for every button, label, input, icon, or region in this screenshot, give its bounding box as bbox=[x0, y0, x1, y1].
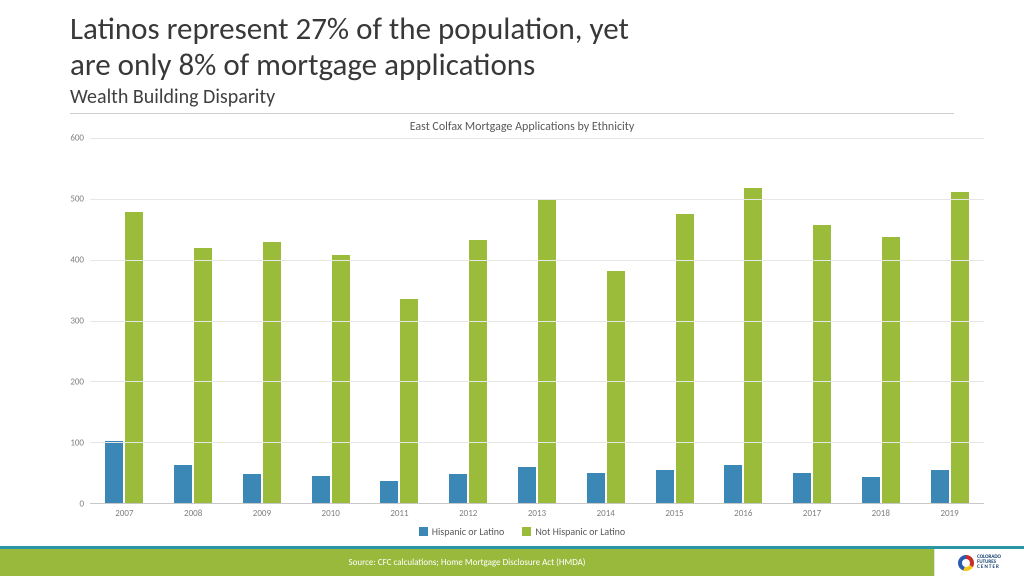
x-tick-label: 2016 bbox=[709, 504, 778, 519]
gridline bbox=[90, 138, 984, 139]
bar bbox=[793, 473, 811, 503]
gridline bbox=[90, 442, 984, 443]
footer-logo: COLORADO FUTURES C E N T E R bbox=[934, 549, 1024, 576]
bar bbox=[469, 240, 487, 503]
logo-icon bbox=[958, 555, 974, 571]
bar bbox=[744, 188, 762, 503]
x-tick-label: 2008 bbox=[159, 504, 228, 519]
bar bbox=[951, 192, 969, 503]
bar bbox=[174, 465, 192, 503]
gridline bbox=[90, 260, 984, 261]
logo-text: COLORADO FUTURES C E N T E R bbox=[977, 555, 1001, 570]
logo: COLORADO FUTURES C E N T E R bbox=[958, 555, 1001, 571]
bar bbox=[862, 477, 880, 503]
bar bbox=[380, 481, 398, 503]
bar bbox=[243, 474, 261, 503]
bar bbox=[518, 467, 536, 503]
footer-source: Source: CFC calculations; Home Mortgage … bbox=[0, 549, 934, 576]
x-tick-label: 2018 bbox=[846, 504, 915, 519]
bar bbox=[400, 299, 418, 503]
bar bbox=[882, 237, 900, 503]
gridline bbox=[90, 199, 984, 200]
x-tick-label: 2012 bbox=[434, 504, 503, 519]
title-line-2: are only 8% of mortgage applications bbox=[70, 46, 535, 84]
y-tick-label: 200 bbox=[70, 377, 84, 388]
legend-swatch bbox=[522, 527, 531, 536]
bar bbox=[538, 199, 556, 503]
x-tick-label: 2019 bbox=[915, 504, 984, 519]
slide-header: Latinos represent 27% of the population,… bbox=[0, 0, 1024, 114]
gridline bbox=[90, 321, 984, 322]
plot-region bbox=[90, 138, 984, 504]
slide-footer: Source: CFC calculations; Home Mortgage … bbox=[0, 546, 1024, 576]
bar bbox=[724, 465, 742, 503]
x-tick-label: 2014 bbox=[571, 504, 640, 519]
bar bbox=[656, 470, 674, 503]
x-tick-label: 2013 bbox=[503, 504, 572, 519]
legend-item: Hispanic or Latino bbox=[419, 525, 505, 538]
bar bbox=[676, 214, 694, 503]
x-tick-label: 2010 bbox=[296, 504, 365, 519]
y-tick-label: 300 bbox=[70, 316, 84, 327]
bar bbox=[587, 473, 605, 503]
legend-item: Not Hispanic or Latino bbox=[522, 525, 625, 538]
bar bbox=[194, 248, 212, 503]
bar bbox=[931, 470, 949, 503]
x-tick-label: 2007 bbox=[90, 504, 159, 519]
bar bbox=[607, 271, 625, 503]
slide-title: Latinos represent 27% of the population,… bbox=[70, 12, 954, 83]
y-tick-label: 600 bbox=[70, 133, 84, 144]
y-tick-label: 500 bbox=[70, 194, 84, 205]
legend-label: Hispanic or Latino bbox=[432, 525, 505, 538]
x-axis-labels: 2007200820092010201120122013201420152016… bbox=[90, 504, 984, 519]
chart-legend: Hispanic or Latino Not Hispanic or Latino bbox=[60, 519, 984, 546]
slide: Latinos represent 27% of the population,… bbox=[0, 0, 1024, 576]
y-tick-label: 100 bbox=[70, 438, 84, 449]
title-line-1: Latinos represent 27% of the population,… bbox=[70, 10, 629, 48]
gridline bbox=[90, 381, 984, 382]
bar bbox=[332, 255, 350, 503]
chart-title: East Colfax Mortgage Applications by Eth… bbox=[60, 120, 984, 134]
x-tick-label: 2011 bbox=[365, 504, 434, 519]
x-tick-label: 2015 bbox=[640, 504, 709, 519]
x-tick-label: 2009 bbox=[228, 504, 297, 519]
plot-wrap: 0100200300400500600 bbox=[60, 138, 984, 504]
bar bbox=[105, 441, 123, 503]
bar bbox=[263, 242, 281, 503]
x-tick-label: 2017 bbox=[778, 504, 847, 519]
y-tick-label: 400 bbox=[70, 255, 84, 266]
legend-swatch bbox=[419, 527, 428, 536]
bar bbox=[449, 474, 467, 503]
bar bbox=[125, 212, 143, 503]
chart-area: East Colfax Mortgage Applications by Eth… bbox=[0, 114, 1024, 546]
legend-label: Not Hispanic or Latino bbox=[535, 525, 625, 538]
y-axis: 0100200300400500600 bbox=[60, 138, 90, 504]
slide-subtitle: Wealth Building Disparity bbox=[70, 85, 954, 114]
y-tick-label: 0 bbox=[79, 499, 84, 510]
bar bbox=[312, 476, 330, 503]
bar bbox=[813, 225, 831, 503]
